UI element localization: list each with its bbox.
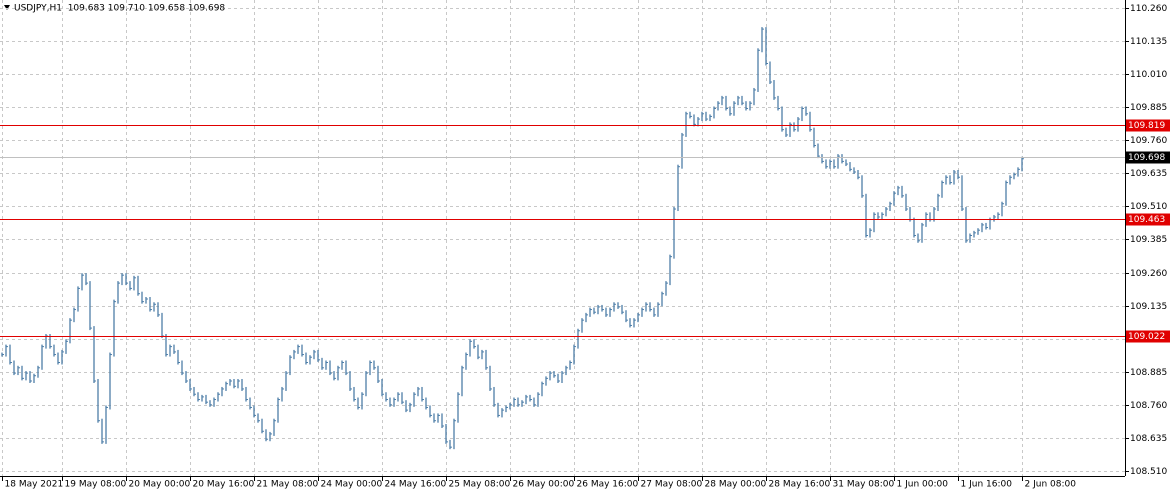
y-tick-label: 109.510 [1130,202,1167,212]
collapse-icon[interactable] [4,5,10,10]
x-tick-label: 20 May 16:00 [193,480,255,490]
price-label-box [1126,213,1170,226]
price-label: 109.698 [1128,153,1165,163]
y-tick-label: 108.760 [1130,401,1167,411]
x-tick-label: 24 May 00:00 [321,480,383,490]
x-tick-label: 27 May 08:00 [641,480,703,490]
x-tick-label: 1 Jun 00:00 [897,480,949,490]
x-tick-label: 25 May 08:00 [449,480,511,490]
price-label: 109.463 [1128,215,1165,225]
x-tick-label: 2 Jun 08:00 [1025,480,1077,490]
price-label: 109.022 [1128,332,1165,342]
y-tick-label: 109.760 [1130,136,1167,146]
x-tick-label: 19 May 08:00 [65,480,127,490]
y-tick-label: 109.635 [1130,169,1167,179]
y-tick-label: 108.885 [1130,368,1167,378]
y-tick-label: 109.885 [1130,103,1167,113]
x-tick-label: 28 May 00:00 [705,480,767,490]
x-tick-label: 1 Jun 16:00 [961,480,1013,490]
chart-title: USDJPY,H1 109.683 109.710 109.658 109.69… [14,4,225,14]
x-tick-label: 18 May 2021 [5,480,64,490]
price-label-box [1126,119,1170,132]
y-tick-label: 110.260 [1130,4,1167,14]
y-tick-label: 108.510 [1130,467,1167,477]
price-label-box [1126,151,1170,164]
x-tick-label: 24 May 16:00 [385,480,447,490]
y-tick-label: 108.635 [1130,434,1167,444]
x-tick-label: 31 May 08:00 [833,480,895,490]
x-tick-label: 20 May 00:00 [129,480,191,490]
price-label-box [1126,330,1170,343]
y-tick-label: 109.135 [1130,302,1167,312]
x-tick-label: 21 May 08:00 [257,480,319,490]
y-tick-label: 109.385 [1130,235,1167,245]
y-tick-label: 110.010 [1130,70,1167,80]
x-tick-label: 26 May 00:00 [513,480,575,490]
price-label: 109.819 [1128,121,1165,131]
y-tick-label: 109.260 [1130,269,1167,279]
y-tick-label: 110.135 [1130,37,1167,47]
x-tick-label: 28 May 16:00 [769,480,831,490]
x-tick-label: 26 May 16:00 [577,480,639,490]
